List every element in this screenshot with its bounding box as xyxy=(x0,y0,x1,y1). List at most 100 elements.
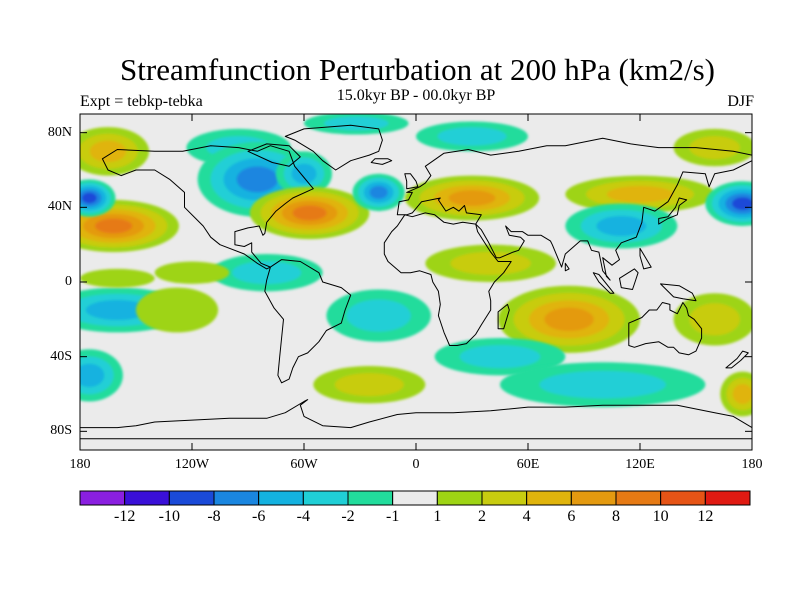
contour-band xyxy=(236,166,279,193)
lon-label: 120E xyxy=(625,457,655,472)
anomaly-center xyxy=(404,175,540,221)
anomaly-center xyxy=(352,173,405,212)
contour-band xyxy=(689,136,740,160)
contour-band xyxy=(450,251,531,275)
contour-band xyxy=(369,185,388,199)
lon-label: 60W xyxy=(290,457,318,472)
contour-band xyxy=(81,192,97,204)
colorbar-swatch xyxy=(347,490,394,506)
contour-band xyxy=(136,287,219,333)
anomaly-center xyxy=(416,121,528,152)
coastline-british-isles xyxy=(404,173,419,190)
coastline-antarctica xyxy=(80,399,752,440)
contour-band xyxy=(539,370,666,399)
lat-label: 0 xyxy=(65,274,72,289)
colorbar-swatch xyxy=(124,490,170,506)
contour-band xyxy=(85,300,149,320)
colorbar-swatch xyxy=(168,490,215,506)
colorbar xyxy=(79,490,751,506)
anomaly-center xyxy=(249,186,370,240)
coastline-baffin-island xyxy=(247,143,301,167)
coastline-greenland xyxy=(284,124,383,171)
coastline-north-america xyxy=(101,145,314,270)
anomaly-center xyxy=(720,371,752,417)
colorbar-swatch xyxy=(258,490,304,506)
coastline-australia xyxy=(628,302,703,356)
contour-band xyxy=(606,185,674,203)
coastline-iceland xyxy=(370,158,393,165)
anomaly-center xyxy=(425,244,556,282)
colorbar-label: -2 xyxy=(341,508,355,525)
anomaly-center xyxy=(80,127,150,176)
colorbar-swatch xyxy=(302,490,349,506)
colorbar-label: -10 xyxy=(158,508,180,525)
colorbar-label: 8 xyxy=(612,508,620,525)
colorbar-swatch xyxy=(615,490,662,506)
contour-band xyxy=(459,345,541,369)
season-label: DJF xyxy=(727,93,754,110)
lon-label: 0 xyxy=(412,457,420,472)
contour-band xyxy=(89,140,127,163)
colorbar-label: -1 xyxy=(385,508,400,525)
contour-band xyxy=(437,127,507,146)
anomaly-center xyxy=(154,261,230,284)
anomaly-center xyxy=(498,285,640,353)
lon-label: 180 xyxy=(69,457,91,472)
anomaly-center xyxy=(136,287,219,333)
contour-band xyxy=(324,116,389,131)
colorbar-label: -8 xyxy=(207,508,221,525)
contour-band xyxy=(94,218,133,234)
coastline-eurasia xyxy=(396,137,752,281)
contour-band xyxy=(154,261,230,284)
anomaly-center xyxy=(434,338,566,376)
colorbar-swatch xyxy=(213,490,260,506)
lat-label: 40N xyxy=(47,199,72,215)
anomaly-center xyxy=(80,179,116,217)
colorbar-label: 10 xyxy=(652,508,669,525)
colorbar-label: -4 xyxy=(296,508,310,525)
axis-ticks xyxy=(79,114,753,450)
colorbar-swatch xyxy=(392,490,438,506)
anomaly-center xyxy=(80,349,123,402)
anomaly-center xyxy=(326,289,431,342)
colorbar-swatch xyxy=(481,490,528,506)
contour-band xyxy=(448,190,496,206)
colorbar-label: -12 xyxy=(113,508,136,525)
colorbar-label: 1 xyxy=(433,508,442,525)
coastline-new-zealand xyxy=(725,350,749,369)
anomaly-center xyxy=(500,362,706,408)
lat-label: 80N xyxy=(47,124,72,140)
coastline-south-america xyxy=(264,259,352,384)
lon-label: 180 xyxy=(741,457,763,472)
anomaly-center xyxy=(673,128,752,167)
colorbar-swatch xyxy=(570,490,617,506)
coastline-japan xyxy=(658,197,688,225)
streamfunction-field xyxy=(80,114,752,417)
contour-band xyxy=(292,205,327,221)
contour-band xyxy=(232,261,302,285)
map-area xyxy=(80,114,752,450)
plot-title: Streamfunction Perturbation at 200 hPa (… xyxy=(120,52,715,87)
anomaly-center xyxy=(210,253,323,292)
anomaly-center xyxy=(276,151,332,197)
contour-band xyxy=(346,299,411,332)
anomaly-center xyxy=(304,114,409,135)
coastline-borneo xyxy=(619,268,639,290)
contour-band xyxy=(291,163,317,184)
colorbar-label: 12 xyxy=(697,508,714,525)
contour-band xyxy=(334,373,404,397)
colorbar-label: 4 xyxy=(522,508,531,525)
colorbar-swatch xyxy=(436,490,483,506)
colorbar-swatch xyxy=(526,490,572,506)
contour-band xyxy=(689,303,740,336)
anomaly-center xyxy=(705,181,752,226)
coastline-philippines xyxy=(639,247,652,270)
coastline-sri-lanka xyxy=(564,262,570,272)
contour-band xyxy=(80,268,155,288)
colorbar-swatch xyxy=(660,490,706,506)
colorbar-swatch xyxy=(704,490,751,506)
contour-band xyxy=(596,216,647,236)
lat-label: 80S xyxy=(50,423,72,439)
coastlines xyxy=(80,124,752,440)
